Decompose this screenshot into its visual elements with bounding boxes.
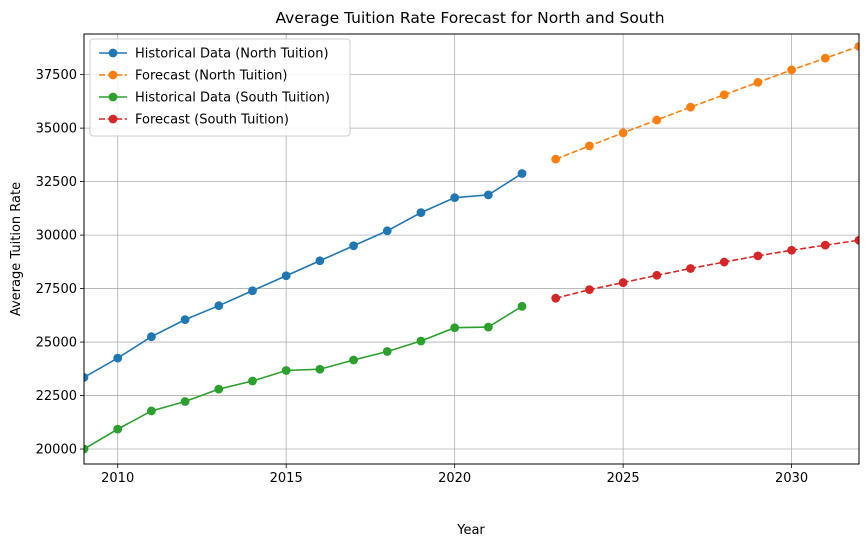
data-point — [281, 366, 291, 375]
data-point — [483, 322, 493, 332]
x-tick-label: 2030 — [775, 471, 808, 486]
y-tick-label: 30000 — [36, 229, 77, 244]
y-axis-title: Average Tuition Rate — [9, 182, 24, 316]
x-tick-label: 2015 — [270, 471, 303, 486]
data-point — [349, 241, 358, 251]
data-point — [248, 286, 257, 296]
y-tick-label: 20000 — [36, 443, 77, 458]
data-point — [551, 293, 561, 303]
data-point — [416, 208, 426, 218]
data-point — [618, 278, 628, 287]
data-point — [281, 271, 291, 281]
data-point — [113, 353, 123, 363]
series-0 — [84, 169, 527, 382]
data-point — [113, 424, 123, 434]
data-point — [618, 128, 628, 138]
series-2 — [84, 301, 527, 454]
y-tick-label: 22500 — [36, 389, 77, 404]
y-tick-label: 27500 — [36, 282, 77, 297]
data-point — [214, 301, 224, 311]
series-line — [555, 45, 859, 160]
data-point — [146, 332, 156, 342]
legend-label: Forecast (South Tuition) — [135, 113, 289, 128]
series-3 — [551, 235, 859, 303]
legend-swatch-marker — [108, 114, 118, 124]
data-point — [787, 245, 797, 255]
legend-swatch-marker — [108, 92, 118, 102]
data-point — [315, 364, 325, 374]
x-tick-label: 2025 — [607, 471, 640, 486]
legend: Historical Data (North Tuition) Forecast … — [89, 38, 351, 137]
data-point — [686, 102, 695, 112]
y-tick-label: 37500 — [36, 68, 77, 83]
data-point — [349, 355, 358, 365]
data-point — [652, 270, 662, 280]
y-axis: 20000 22500 25000 27500 30000 32500 35000 37500 — [36, 68, 84, 458]
data-point — [180, 397, 190, 406]
series-line — [555, 239, 859, 299]
data-point — [450, 193, 460, 203]
data-point — [382, 226, 392, 236]
data-point — [719, 90, 729, 100]
plot-area — [84, 42, 859, 454]
legend-label: Historical Data (North Tuition) — [135, 47, 329, 62]
x-tick-label: 2020 — [438, 471, 471, 486]
x-axis-title: Year — [456, 523, 485, 538]
data-point — [517, 301, 527, 311]
data-point — [753, 77, 763, 87]
data-point — [382, 347, 392, 356]
data-point — [84, 372, 89, 382]
data-point — [248, 376, 257, 386]
data-point — [719, 257, 729, 267]
data-point — [146, 406, 156, 416]
data-point — [854, 42, 859, 51]
series-line — [84, 172, 523, 379]
data-point — [517, 169, 527, 178]
y-tick-label: 35000 — [36, 122, 77, 137]
data-point — [483, 190, 493, 200]
data-point — [753, 251, 763, 261]
series-1 — [551, 42, 859, 164]
chart-title: Average Tuition Rate Forecast for North … — [275, 9, 664, 27]
x-axis: 2010 2015 2020 2025 2030 — [101, 464, 808, 486]
data-point — [652, 115, 662, 125]
legend-swatch-marker — [108, 70, 118, 80]
x-tick-label: 2010 — [101, 471, 134, 486]
data-point — [551, 154, 561, 164]
data-point — [585, 285, 594, 295]
legend-label: Forecast (North Tuition) — [135, 69, 288, 84]
data-point — [787, 65, 797, 75]
series-line — [84, 305, 523, 450]
data-point — [416, 336, 426, 346]
axes-frame — [83, 33, 860, 465]
legend-swatch-marker — [108, 48, 118, 58]
grid — [84, 34, 859, 464]
data-point — [450, 323, 460, 333]
data-point — [686, 264, 695, 273]
data-point — [820, 53, 830, 63]
data-point — [315, 256, 325, 266]
legend-label: Historical Data (South Tuition) — [135, 91, 330, 106]
y-tick-label: 25000 — [36, 336, 77, 351]
data-point — [214, 384, 224, 394]
data-point — [585, 141, 594, 151]
data-point — [854, 235, 859, 245]
data-point — [820, 240, 830, 250]
legend-box — [89, 38, 351, 137]
data-point — [84, 444, 89, 454]
data-point — [180, 315, 190, 324]
y-tick-label: 32500 — [36, 175, 77, 190]
